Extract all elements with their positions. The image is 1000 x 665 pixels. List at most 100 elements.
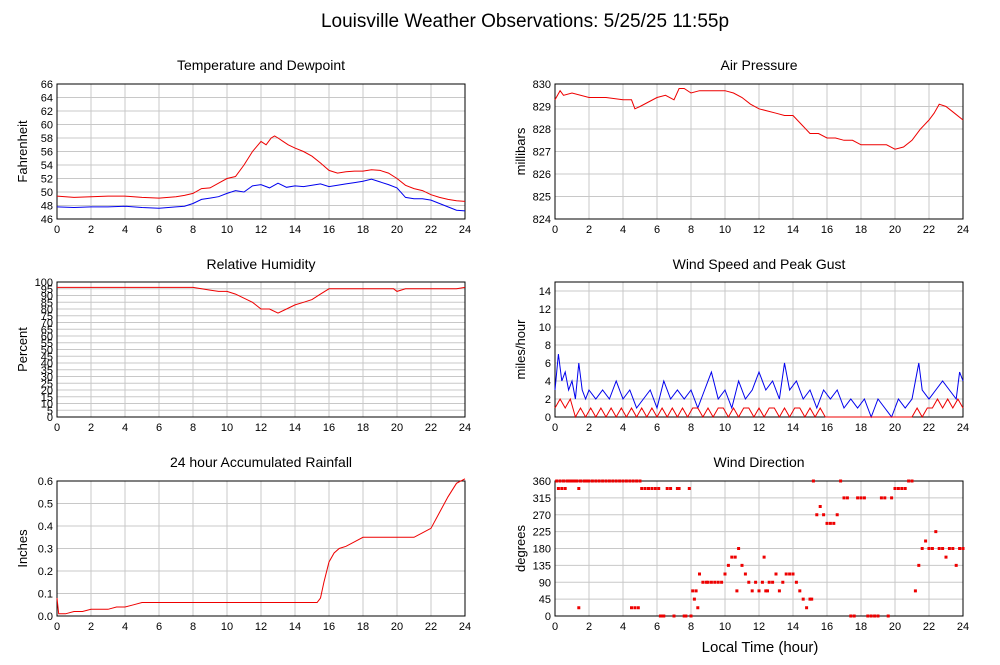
- data-point: [706, 580, 710, 584]
- y-tick-label: 0.3: [38, 544, 53, 556]
- x-tick-label: 22: [425, 422, 437, 434]
- y-tick-label: 8: [545, 340, 551, 352]
- y-tick-label: 828: [533, 124, 551, 136]
- y-tick-label: 75: [41, 311, 53, 323]
- data-point: [944, 555, 948, 559]
- data-point: [740, 563, 744, 567]
- y-axis-label: Fahrenheit: [15, 120, 30, 183]
- x-tick-label: 8: [688, 621, 694, 633]
- x-tick-label: 10: [719, 621, 731, 633]
- data-point: [828, 521, 832, 525]
- data-point: [713, 580, 717, 584]
- data-point: [555, 479, 559, 483]
- y-tick-label: 0.5: [38, 499, 53, 511]
- x-tick-label: 8: [190, 224, 196, 236]
- data-point: [747, 580, 751, 584]
- x-tick-label: 6: [654, 422, 660, 434]
- y-tick-label: 12: [539, 304, 551, 316]
- chart-title: Wind Direction: [713, 454, 804, 470]
- data-point: [653, 487, 657, 490]
- data-point: [947, 547, 951, 550]
- data-point: [798, 589, 802, 593]
- data-point: [584, 479, 588, 483]
- y-tick-label: 46: [41, 214, 53, 226]
- data-point: [560, 487, 564, 490]
- data-point: [672, 614, 676, 618]
- x-tick-label: 0: [54, 621, 60, 633]
- data-point: [597, 479, 601, 483]
- data-point: [910, 479, 914, 483]
- y-tick-label: 0.4: [38, 521, 53, 533]
- x-tick-label: 4: [122, 224, 128, 236]
- x-tick-label: 6: [654, 621, 660, 633]
- series-line-0: [56, 478, 466, 615]
- x-tick-label: 18: [357, 422, 369, 434]
- data-point: [682, 614, 686, 618]
- data-point: [771, 580, 775, 584]
- y-tick-label: 50: [41, 345, 53, 357]
- y-tick-label: 80: [41, 304, 53, 316]
- data-point: [660, 614, 664, 618]
- data-point: [582, 479, 586, 483]
- x-tick-label: 12: [255, 621, 267, 633]
- data-point: [730, 555, 734, 559]
- data-point: [684, 614, 688, 618]
- x-tick-label: 2: [88, 224, 94, 236]
- data-point: [907, 479, 911, 483]
- data-point: [879, 496, 883, 500]
- x-tick-label: 0: [54, 224, 60, 236]
- data-point: [650, 487, 654, 490]
- data-point: [805, 606, 809, 610]
- data-point: [633, 606, 637, 610]
- x-tick-label: 10: [221, 422, 233, 434]
- x-tick-label: 24: [459, 621, 471, 633]
- y-tick-label: 90: [539, 577, 551, 589]
- data-point: [570, 479, 574, 483]
- x-tick-label: 6: [156, 621, 162, 633]
- data-point: [762, 555, 766, 559]
- x-tick-label: 24: [957, 422, 969, 434]
- data-point: [767, 580, 771, 584]
- x-tick-label: 22: [425, 621, 437, 633]
- y-tick-label: 45: [539, 594, 551, 606]
- data-point: [735, 589, 739, 593]
- data-point: [733, 555, 737, 559]
- x-tick-label: 12: [255, 422, 267, 434]
- page-title: Louisville Weather Observations: 5/25/25…: [321, 11, 729, 32]
- data-point: [849, 614, 853, 618]
- y-tick-label: 2: [545, 394, 551, 406]
- data-point: [562, 479, 565, 483]
- x-tick-label: 12: [753, 422, 765, 434]
- x-tick-label: 10: [221, 621, 233, 633]
- plot-frame: [56, 281, 466, 418]
- series-line-0: [554, 88, 964, 150]
- data-point: [624, 479, 628, 483]
- data-point: [839, 479, 843, 483]
- data-point: [900, 487, 904, 490]
- data-point: [896, 487, 900, 490]
- data-point: [774, 572, 778, 576]
- data-point: [635, 479, 639, 483]
- x-tick-label: 14: [289, 422, 301, 434]
- x-tick-label: 10: [719, 422, 731, 434]
- x-tick-label: 24: [957, 224, 969, 236]
- data-point: [696, 606, 700, 610]
- data-point: [630, 606, 633, 610]
- data-point: [643, 487, 647, 490]
- y-tick-label: 55: [41, 338, 53, 350]
- x-tick-label: 22: [425, 224, 437, 236]
- data-point: [930, 547, 934, 550]
- y-tick-label: 10: [41, 399, 53, 411]
- series-line-0: [56, 135, 466, 202]
- data-point: [669, 487, 673, 490]
- data-point: [563, 487, 567, 490]
- data-point: [941, 547, 945, 550]
- data-point: [842, 496, 846, 500]
- data-point: [638, 479, 642, 483]
- data-point: [845, 496, 849, 500]
- x-tick-label: 12: [255, 224, 267, 236]
- x-tick-label: 4: [620, 224, 626, 236]
- series-line-0: [554, 353, 964, 419]
- x-tick-label: 24: [459, 422, 471, 434]
